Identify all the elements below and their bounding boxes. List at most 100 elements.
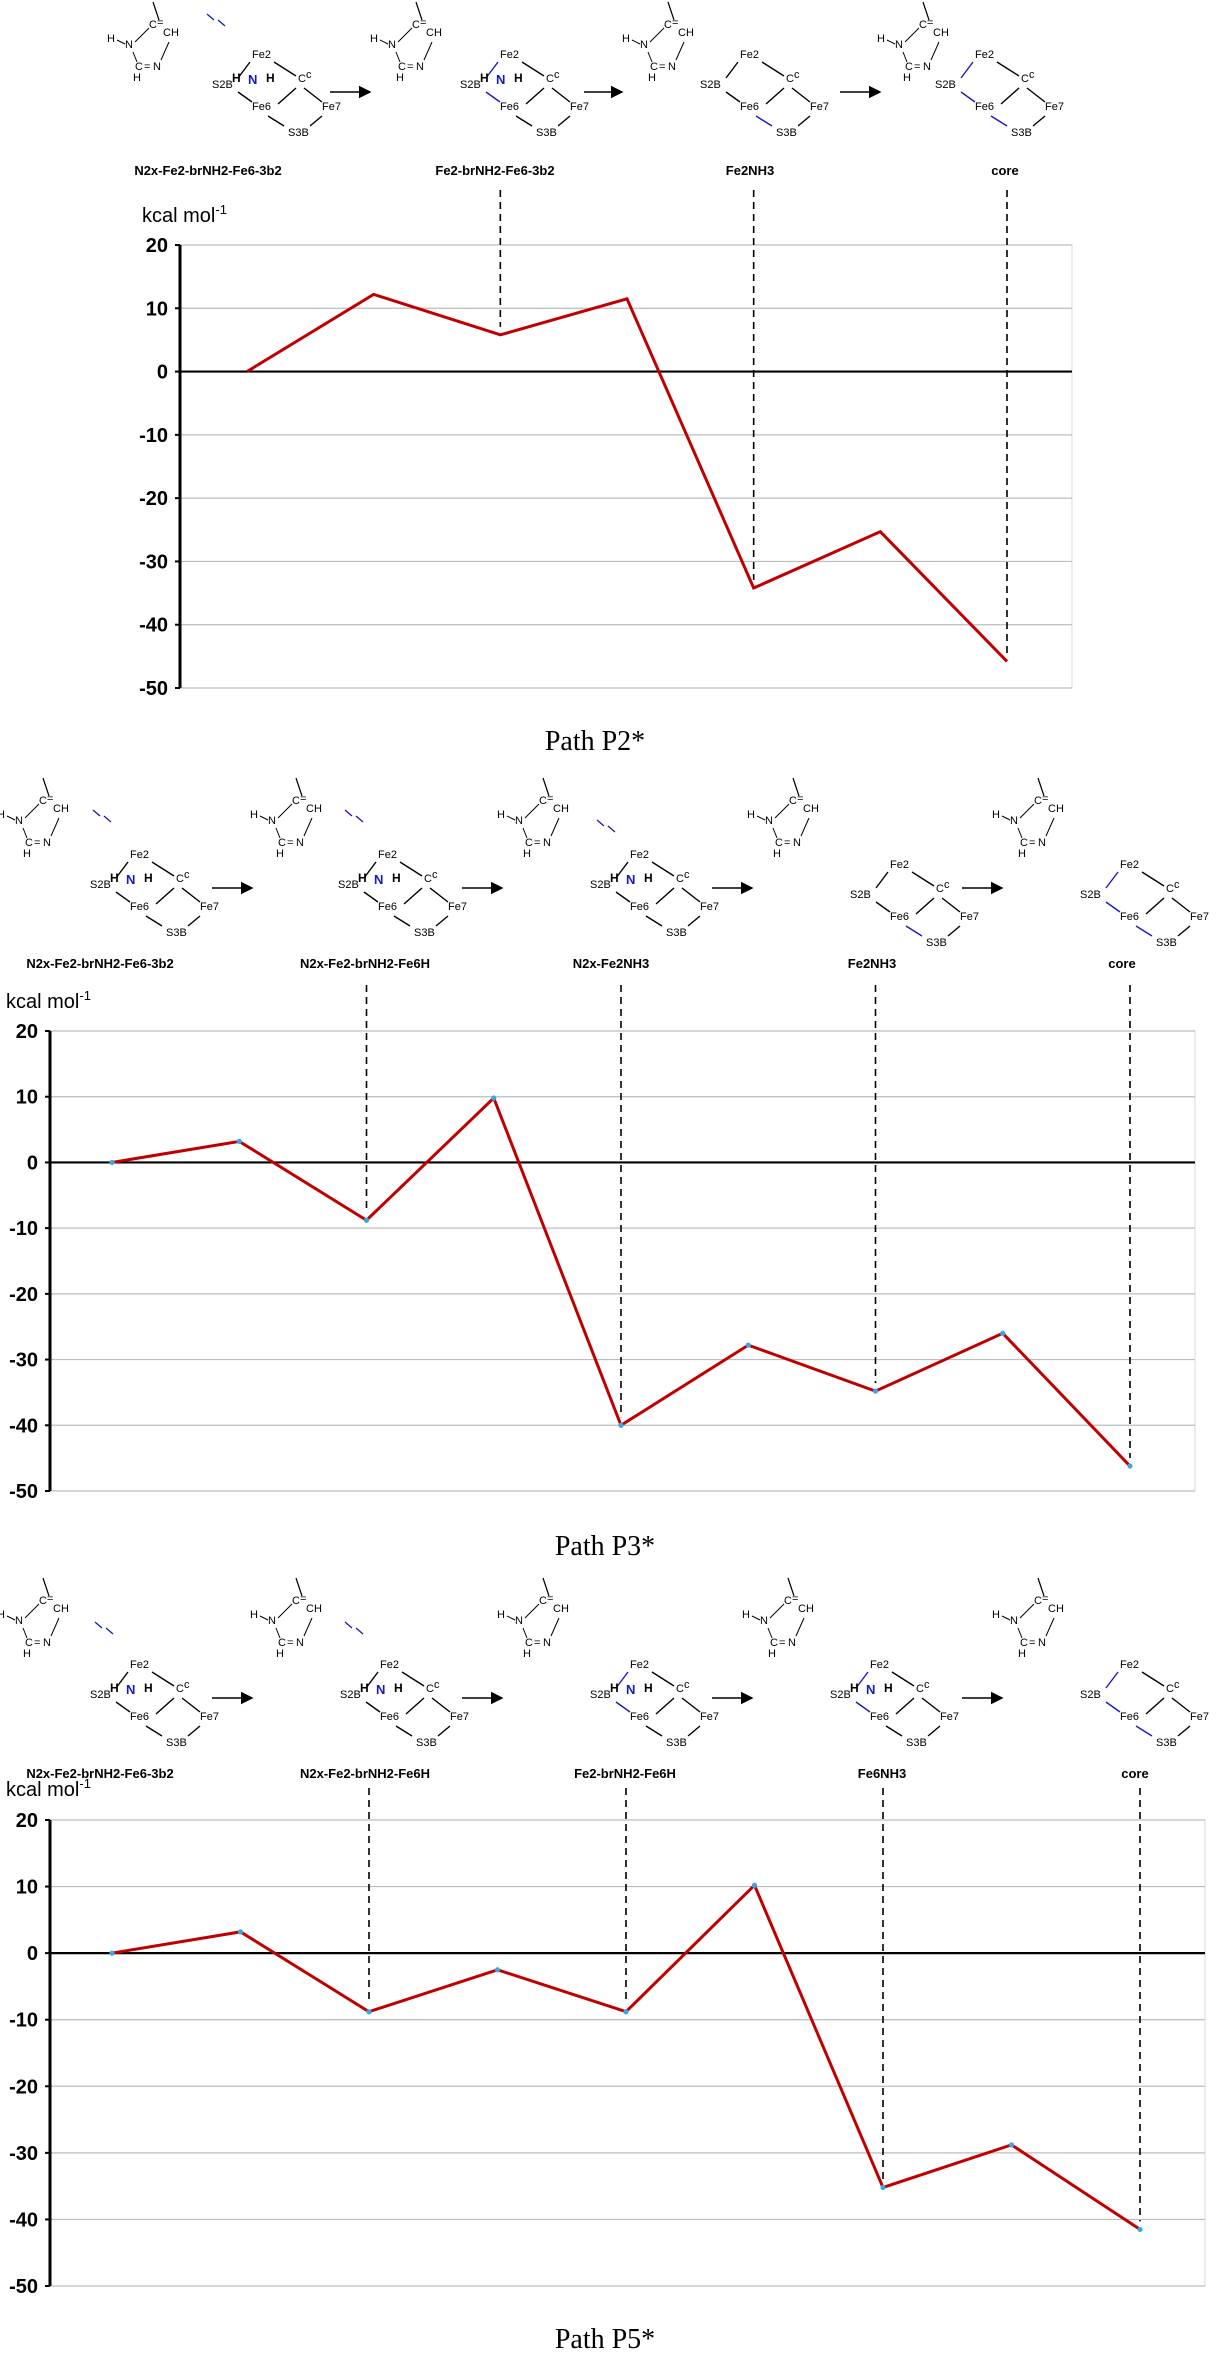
bond <box>379 39 389 45</box>
atom-label: N <box>760 1615 768 1627</box>
y-tick-label: -20 <box>9 2076 38 2098</box>
atom-label: = <box>547 1593 553 1605</box>
atom-label: C <box>1020 1637 1028 1649</box>
plot-area <box>49 1030 1196 1492</box>
n2-bond <box>355 815 364 823</box>
bond <box>50 1617 60 1637</box>
cluster-bond <box>395 1725 413 1737</box>
atom-label: C <box>149 19 157 31</box>
cluster-bond <box>651 1671 675 1687</box>
n2-bond <box>105 1627 114 1635</box>
cluster-bond <box>429 887 449 903</box>
atom-label: H <box>768 1648 776 1660</box>
cluster-bond <box>303 87 323 103</box>
nh-h-left: H <box>360 1681 369 1695</box>
atom-fe2: Fe2 <box>380 1659 399 1671</box>
atom-label: C <box>525 1637 533 1649</box>
structure-label: N2x-Fe2NH3 <box>573 956 650 971</box>
data-point <box>623 2009 629 2015</box>
cluster-bond <box>401 1671 425 1687</box>
nh-nitrogen: N <box>374 872 383 887</box>
atom-label: H <box>742 1609 750 1621</box>
data-point <box>1137 2226 1143 2233</box>
atom-label: C <box>1020 837 1028 849</box>
bond <box>50 817 60 837</box>
nh-h-left: H <box>110 871 119 885</box>
atom-cc: C <box>786 73 794 85</box>
atom-label: = <box>1042 1593 1048 1605</box>
atom-label: H <box>276 1648 284 1660</box>
bond <box>524 1603 540 1619</box>
cluster-bond <box>145 915 163 927</box>
atom-label: = <box>144 61 150 73</box>
nh-h-left: H <box>480 71 489 85</box>
atom-label: C <box>292 795 300 807</box>
cluster-bond <box>393 915 411 927</box>
atom-label: C <box>775 837 783 849</box>
atom-cc-sup: c <box>684 1679 690 1691</box>
y-tick-label: 20 <box>146 235 168 257</box>
atom-fe2: Fe2 <box>740 49 759 61</box>
cluster-bond <box>1141 1671 1165 1687</box>
atom-fe7: Fe7 <box>1045 101 1064 113</box>
nh-nitrogen: N <box>126 872 135 887</box>
atom-s3b: S3B <box>1011 127 1032 139</box>
bond <box>22 1627 28 1639</box>
atom-label: C <box>664 19 672 31</box>
atom-label: H <box>1018 848 1026 860</box>
atom-label: N <box>268 1615 276 1627</box>
nh-h-left: H <box>610 1681 619 1695</box>
methyl-bond <box>295 1577 303 1597</box>
methyl-bond <box>42 1577 50 1597</box>
atom-label: H <box>497 1609 505 1621</box>
cluster-bond <box>403 887 423 905</box>
nh-nitrogen: N <box>626 1682 635 1697</box>
methyl-bond <box>152 1 160 21</box>
cluster-bond <box>855 1671 869 1689</box>
cluster-bond <box>765 87 785 105</box>
atom-s2b: S2B <box>1080 1689 1101 1701</box>
data-point <box>1127 1463 1133 1469</box>
bond <box>1019 803 1035 819</box>
bond <box>160 41 170 61</box>
atom-fe6: Fe6 <box>130 901 149 913</box>
structure-label: Fe6NH3 <box>858 1766 906 1781</box>
y-tick-label: -50 <box>9 2276 38 2298</box>
cluster-bond <box>725 61 739 79</box>
n2-bond <box>94 1621 103 1629</box>
cluster-bond <box>1105 871 1119 889</box>
atom-cc-sup: c <box>924 1679 930 1691</box>
y-axis-label: kcal mol-1 <box>142 202 227 227</box>
cluster-bond <box>1105 1671 1119 1689</box>
nh-h-right: H <box>266 71 275 85</box>
cluster-bond <box>363 861 377 879</box>
atom-cc: C <box>176 873 184 885</box>
atom-fe6: Fe6 <box>252 101 271 113</box>
cluster-bond <box>551 87 571 103</box>
atom-label: C <box>278 837 286 849</box>
cluster-bond <box>891 1671 915 1687</box>
y-tick-label: 0 <box>157 362 168 384</box>
atom-cc: C <box>546 73 554 85</box>
atom-s3b: S3B <box>536 127 557 139</box>
bond <box>1017 1627 1023 1639</box>
atom-label: C <box>1034 795 1042 807</box>
atom-label: N <box>515 1615 523 1627</box>
atom-label: C <box>650 61 658 73</box>
atom-label: H <box>250 809 258 821</box>
atom-cc-sup: c <box>794 69 800 81</box>
atom-label: CH <box>53 803 69 815</box>
atom-label: N <box>1038 1637 1046 1649</box>
atom-cc: C <box>1166 1683 1174 1695</box>
cluster-bond <box>615 1701 631 1713</box>
data-point <box>751 1882 758 1888</box>
cluster-bond <box>681 887 701 903</box>
cluster-bond <box>655 887 675 905</box>
n2-bond <box>103 815 112 823</box>
atom-label: = <box>1042 793 1048 805</box>
